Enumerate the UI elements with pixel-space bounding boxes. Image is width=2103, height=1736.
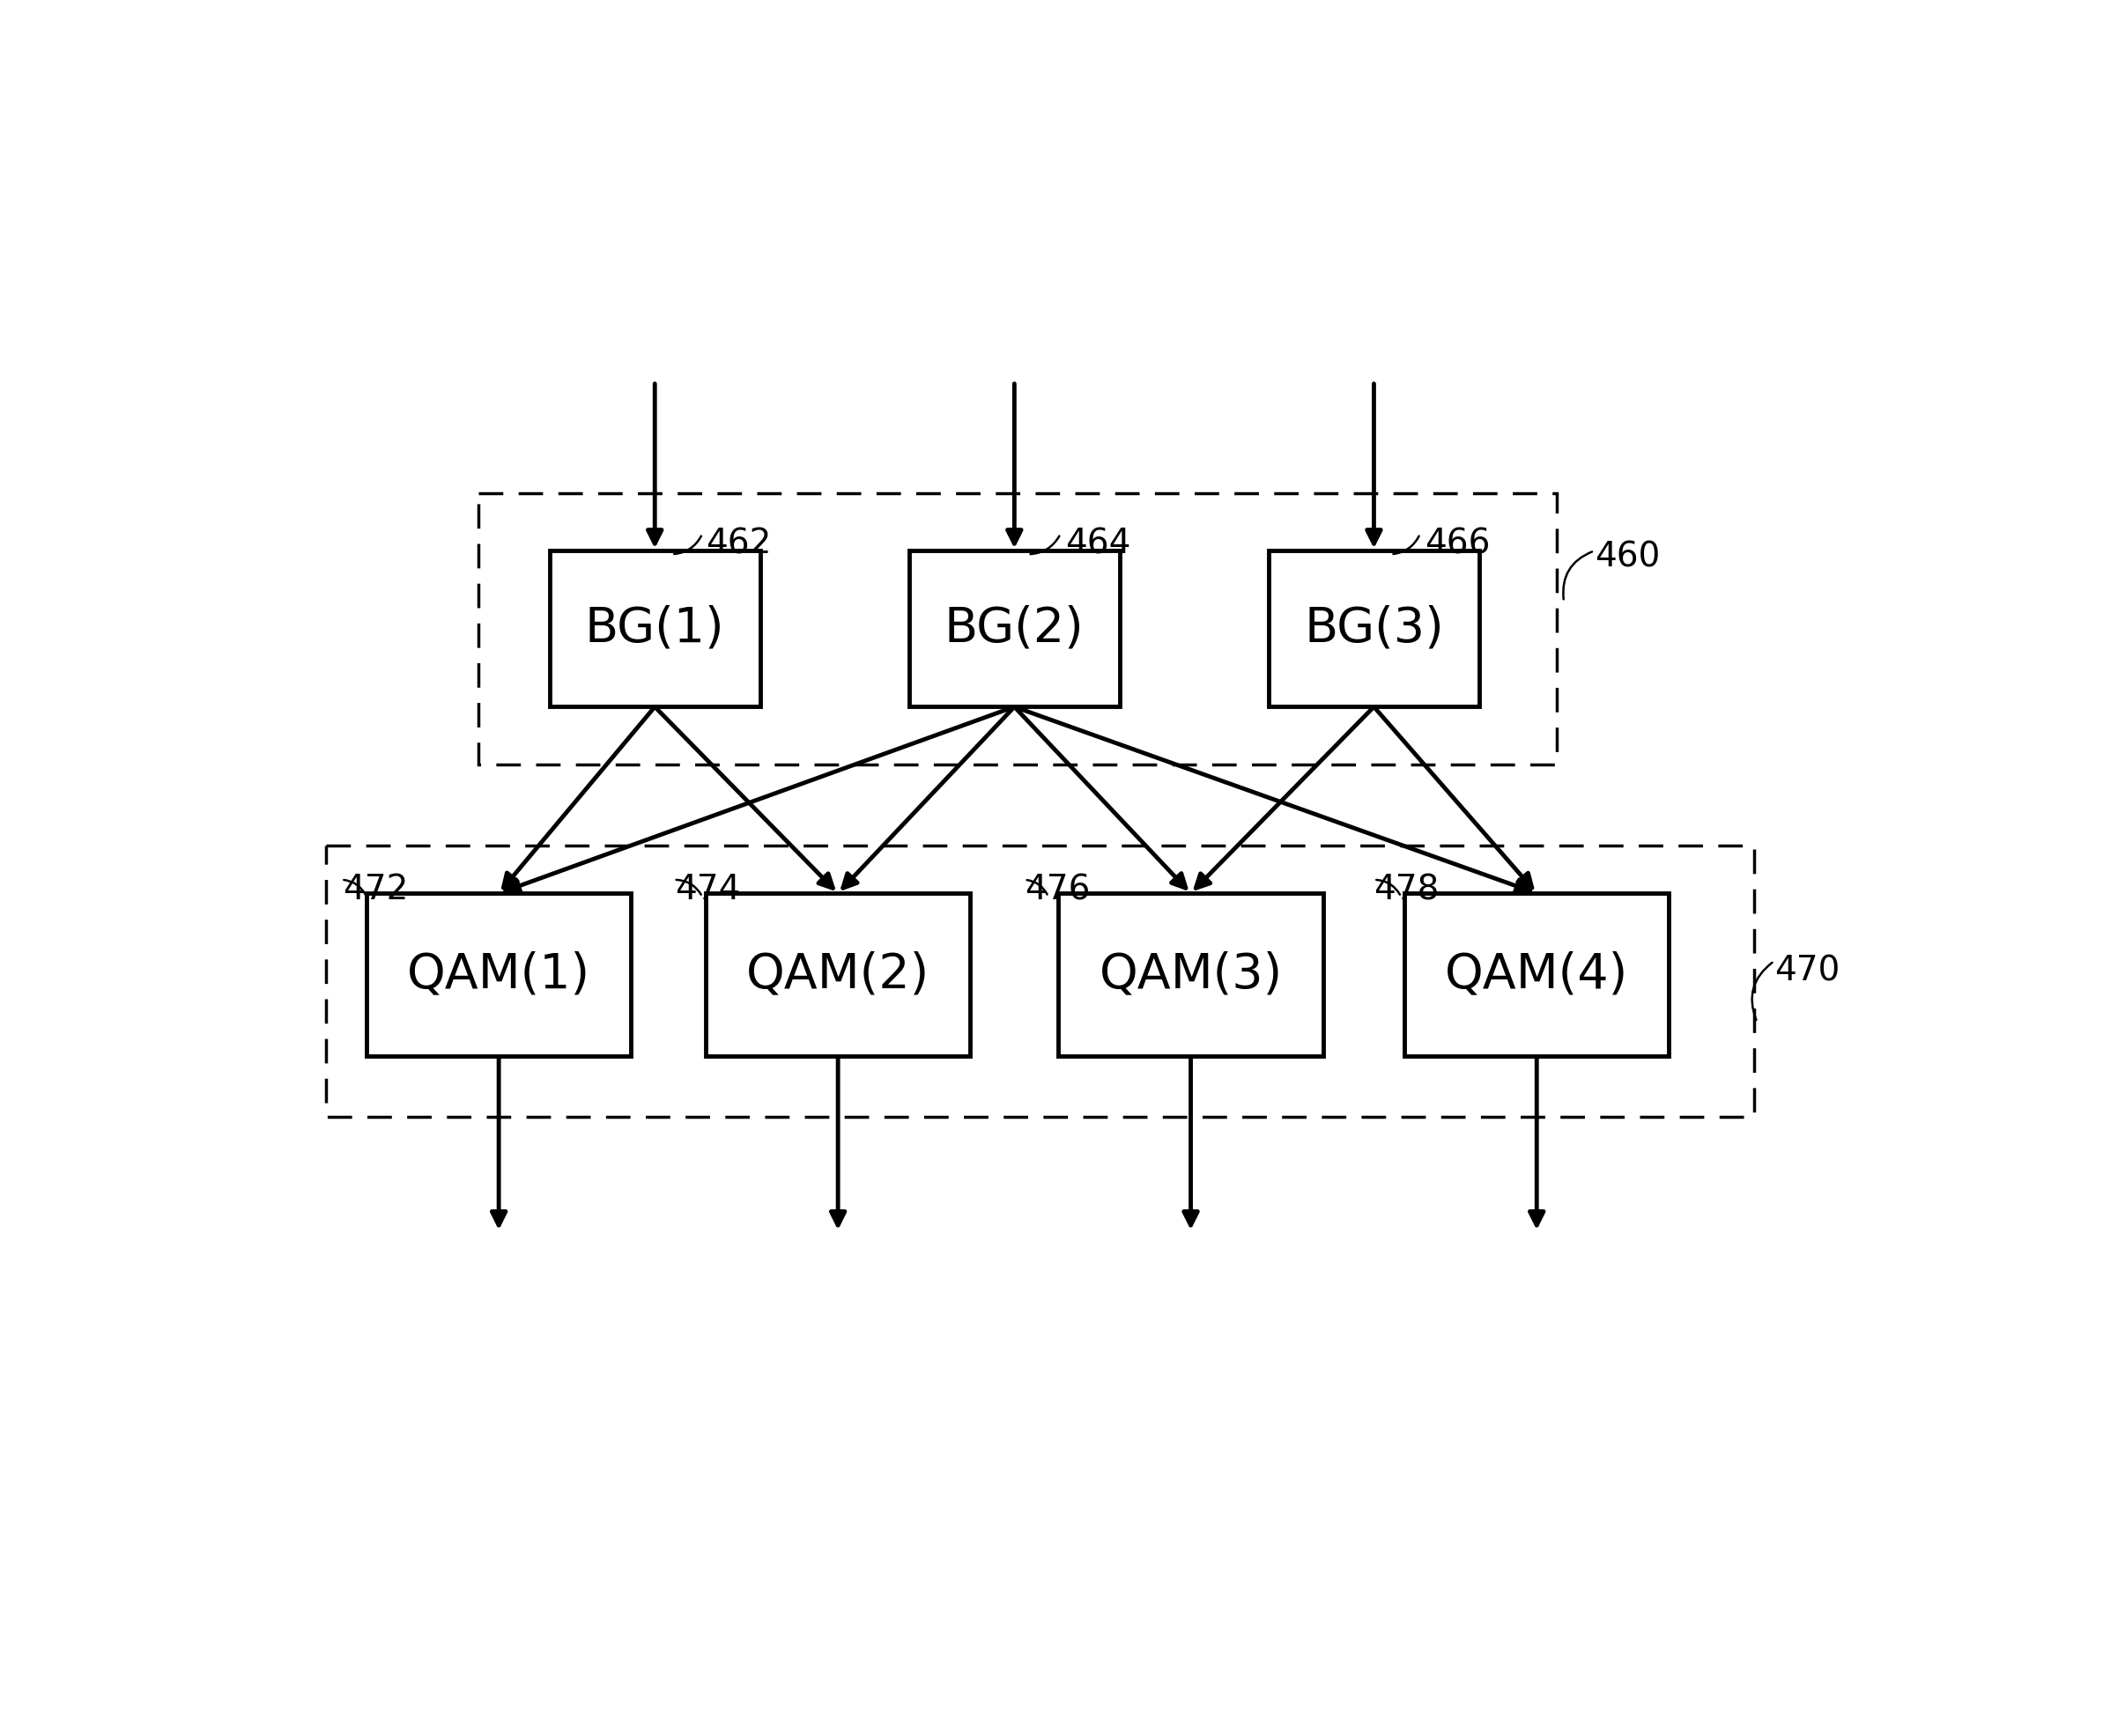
Text: 460: 460 [1594, 540, 1659, 575]
Bar [479, 493, 1556, 764]
Text: 478: 478 [1373, 873, 1438, 906]
Text: QAM(2): QAM(2) [747, 951, 930, 998]
Text: BG(1): BG(1) [585, 606, 726, 653]
Text: 462: 462 [707, 528, 772, 561]
Bar [707, 894, 969, 1055]
Bar [1058, 894, 1323, 1055]
Bar [549, 550, 759, 707]
Text: 472: 472 [343, 873, 408, 906]
Text: 464: 464 [1066, 528, 1131, 561]
Text: 470: 470 [1775, 955, 1840, 988]
Text: 466: 466 [1426, 528, 1491, 561]
Text: QAM(1): QAM(1) [408, 951, 591, 998]
Text: BG(2): BG(2) [944, 606, 1085, 653]
Bar [326, 845, 1754, 1116]
Text: QAM(4): QAM(4) [1445, 951, 1628, 998]
Bar [1405, 894, 1670, 1055]
Text: 476: 476 [1024, 873, 1089, 906]
Text: QAM(3): QAM(3) [1100, 951, 1283, 998]
Text: BG(3): BG(3) [1304, 606, 1445, 653]
Bar [908, 550, 1119, 707]
Bar [1268, 550, 1478, 707]
Text: 474: 474 [675, 873, 740, 906]
Bar [366, 894, 631, 1055]
